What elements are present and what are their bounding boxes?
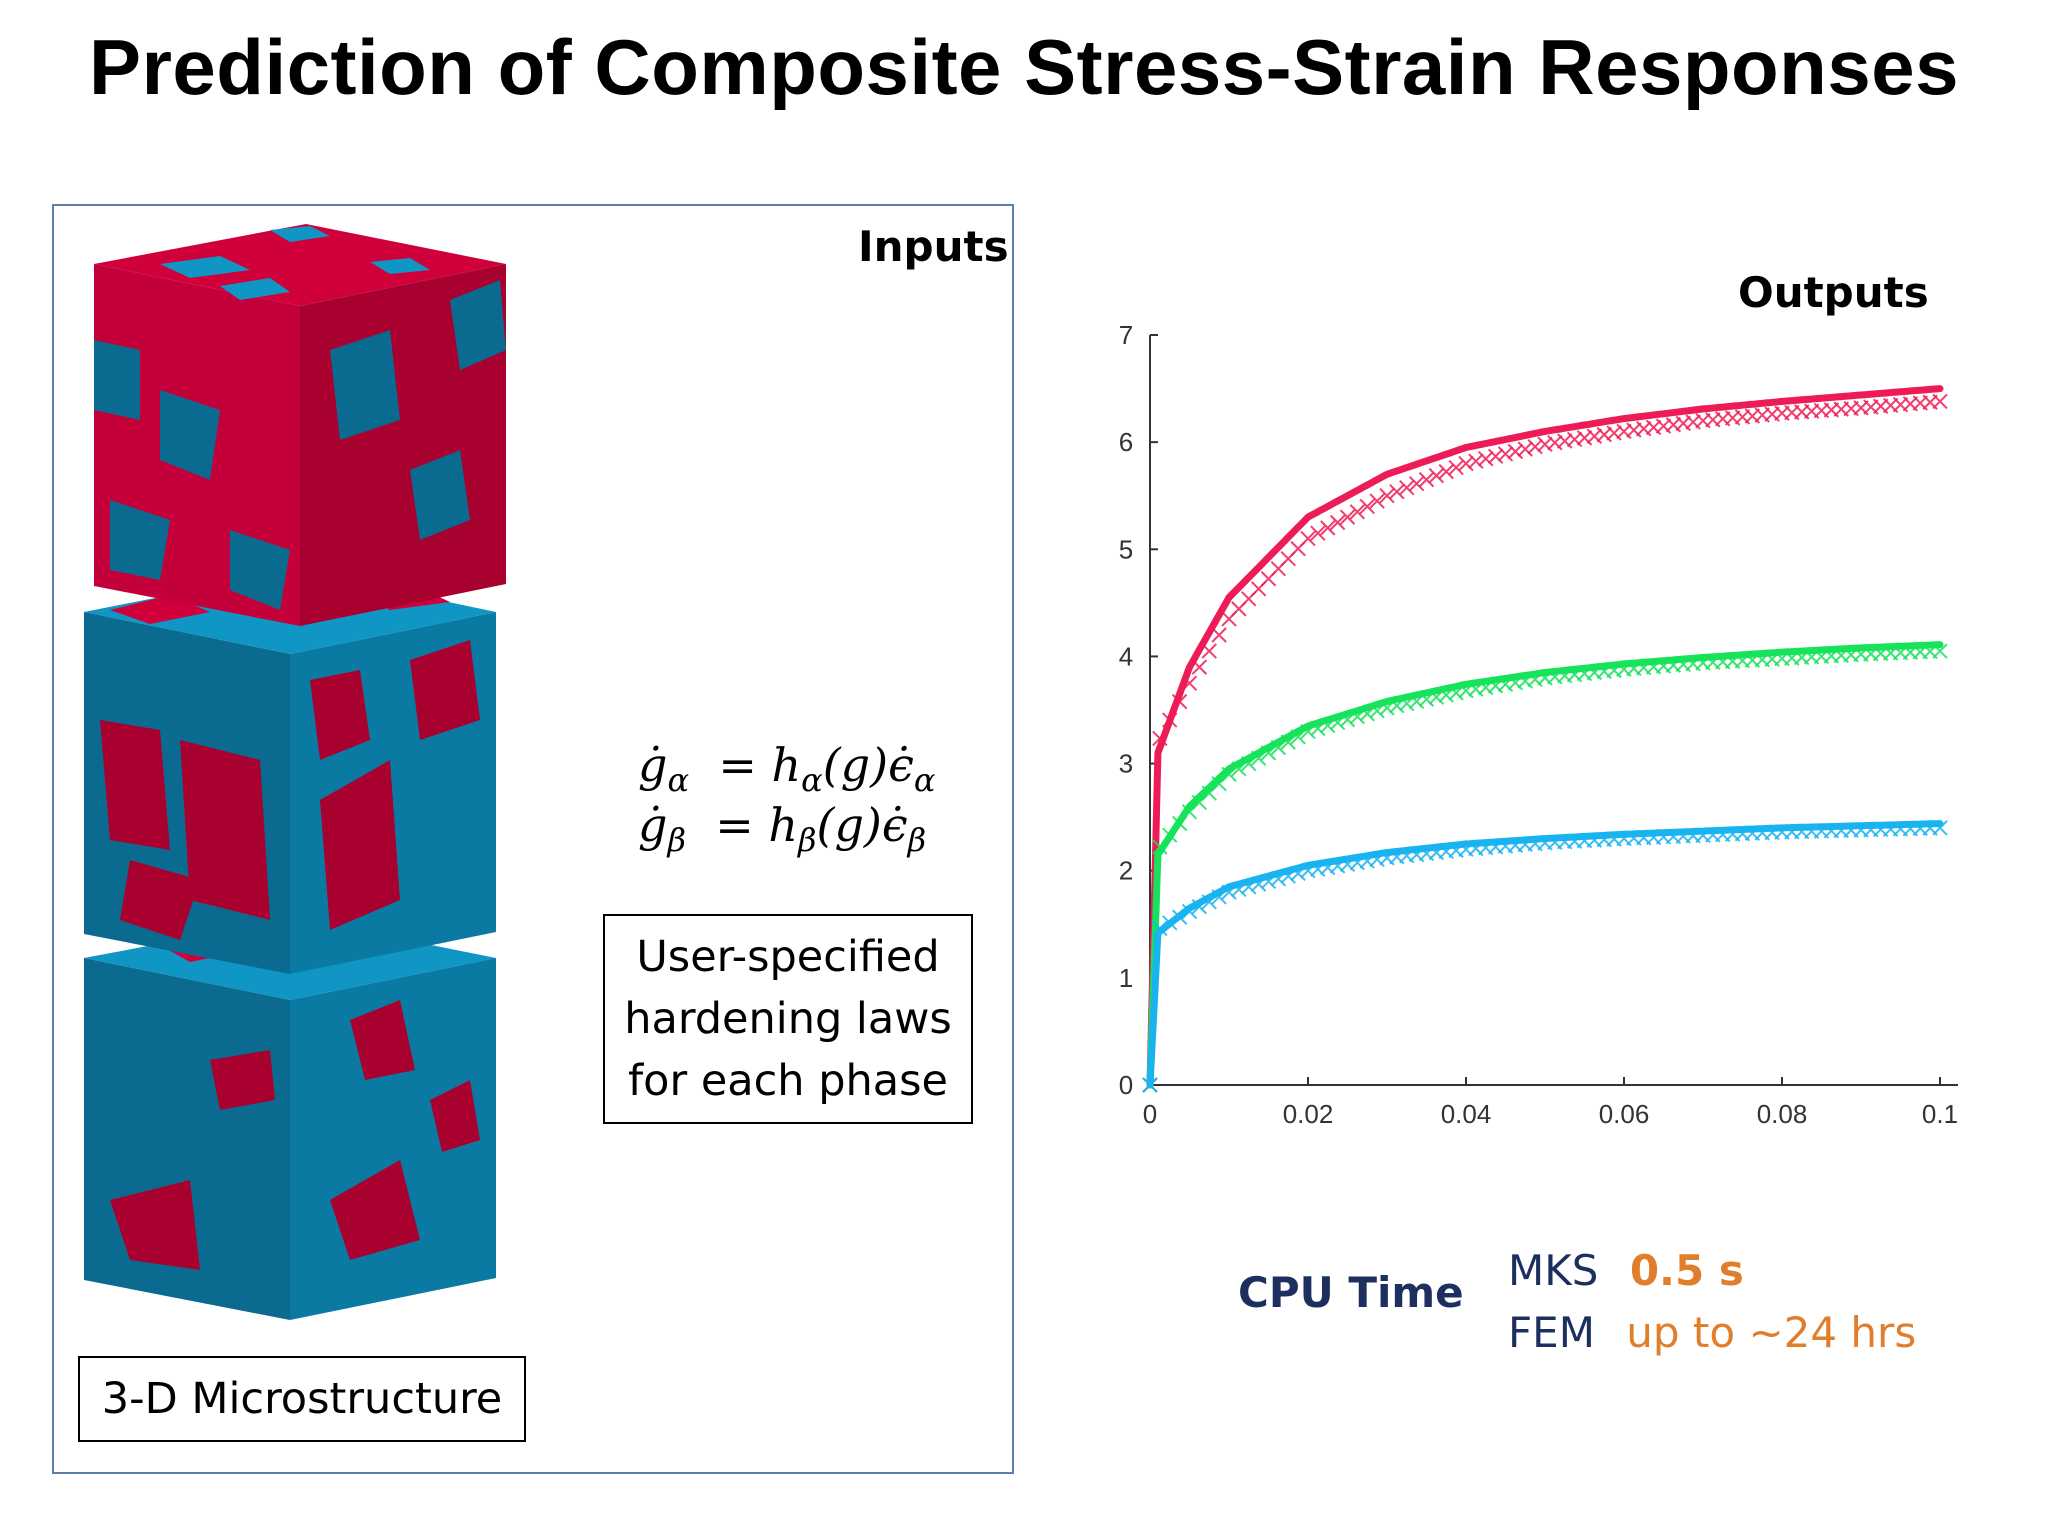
series-marker bbox=[1527, 438, 1543, 455]
x-tick-label: 0 bbox=[1143, 1099, 1157, 1129]
series-marker bbox=[1349, 504, 1366, 520]
cpu-value-mks: 0.5 s bbox=[1629, 1246, 1744, 1295]
series-marker bbox=[1468, 453, 1484, 469]
series-marker bbox=[1389, 483, 1405, 500]
hardening-laws-box: User-specified hardening laws for each p… bbox=[603, 914, 973, 1124]
series-marker bbox=[1379, 488, 1395, 504]
series-marker bbox=[1300, 530, 1316, 547]
y-tick-label: 1 bbox=[1119, 963, 1133, 993]
equation-beta: ġβ = hβ(g)ϵ̇β bbox=[638, 798, 927, 860]
series-marker bbox=[1369, 493, 1385, 509]
series-marker bbox=[1497, 446, 1514, 462]
y-tick-label: 3 bbox=[1119, 749, 1133, 779]
series-marker bbox=[1359, 498, 1375, 515]
microstructure-cubes bbox=[84, 224, 506, 1320]
series-marker bbox=[1458, 455, 1474, 472]
equation-alpha: ġα = hα(g)ϵ̇α bbox=[638, 738, 936, 800]
series-marker bbox=[1329, 514, 1346, 531]
series-marker bbox=[1547, 434, 1563, 451]
hardening-line-3: for each phase bbox=[628, 1056, 948, 1106]
cpu-row-mks: MKS 0.5 s bbox=[1508, 1246, 1744, 1295]
series-marker bbox=[1438, 463, 1454, 480]
hardening-line-1: User-specified bbox=[636, 932, 940, 982]
cpu-row-fem: FEM up to ~24 hrs bbox=[1508, 1308, 1916, 1357]
series-line bbox=[1146, 641, 1944, 1089]
series-marker bbox=[1586, 428, 1603, 444]
cpu-value-fem: up to ~24 hrs bbox=[1626, 1308, 1917, 1357]
microstructure-label: 3-D Microstructure bbox=[78, 1356, 526, 1442]
cpu-method-mks: MKS bbox=[1508, 1246, 1599, 1295]
series-marker bbox=[1408, 475, 1425, 492]
series-marker bbox=[1320, 520, 1336, 536]
series-marker bbox=[1507, 443, 1524, 460]
y-tick-label: 5 bbox=[1119, 534, 1133, 564]
series-marker bbox=[1517, 441, 1533, 457]
series-marker bbox=[1606, 425, 1622, 441]
inputs-panel bbox=[52, 204, 1014, 1474]
series-marker bbox=[1478, 451, 1494, 467]
y-tick-label: 0 bbox=[1119, 1070, 1133, 1100]
x-tick-label: 0.06 bbox=[1599, 1099, 1650, 1129]
x-tick-label: 0.04 bbox=[1441, 1099, 1492, 1129]
series-line bbox=[1146, 385, 1944, 1089]
series-marker bbox=[1428, 467, 1445, 484]
series-marker bbox=[1557, 433, 1573, 449]
series-marker bbox=[1339, 509, 1356, 525]
series-marker bbox=[1576, 430, 1593, 446]
inputs-label: Inputs bbox=[858, 222, 1009, 271]
y-tick-label: 2 bbox=[1119, 856, 1133, 886]
series-marker bbox=[1537, 436, 1553, 452]
stress-strain-chart: 0 0.02 0.04 0.06 0.08 0.1 0 1 2 3 4 5 6 7 bbox=[1119, 320, 1958, 1129]
series-marker bbox=[1211, 627, 1227, 643]
series-marker bbox=[1487, 448, 1504, 465]
series-marker bbox=[1932, 393, 1948, 410]
series-marker bbox=[1596, 426, 1612, 443]
series-line bbox=[1146, 820, 1944, 1089]
cube-top bbox=[94, 224, 506, 626]
series-marker bbox=[1566, 431, 1583, 448]
hardening-line-2: hardening laws bbox=[624, 994, 952, 1044]
series-marker bbox=[1418, 471, 1435, 488]
cpu-time-label: CPU Time bbox=[1238, 1268, 1464, 1317]
x-tick-label: 0.1 bbox=[1922, 1099, 1958, 1129]
y-tick-label: 7 bbox=[1119, 320, 1133, 350]
slide-title: Prediction of Composite Stress-Strain Re… bbox=[89, 23, 1959, 111]
series-marker bbox=[1399, 479, 1415, 496]
x-tick-label: 0.08 bbox=[1757, 1099, 1808, 1129]
series-marker bbox=[1448, 459, 1464, 476]
y-tick-label: 4 bbox=[1119, 641, 1133, 671]
cube-bottom bbox=[84, 918, 496, 1320]
cpu-method-fem: FEM bbox=[1508, 1308, 1595, 1357]
y-tick-label: 6 bbox=[1119, 427, 1133, 457]
x-tick-label: 0.02 bbox=[1283, 1099, 1334, 1129]
cube-middle bbox=[84, 570, 496, 974]
outputs-label: Outputs bbox=[1738, 268, 1929, 317]
series-marker bbox=[1310, 525, 1326, 541]
